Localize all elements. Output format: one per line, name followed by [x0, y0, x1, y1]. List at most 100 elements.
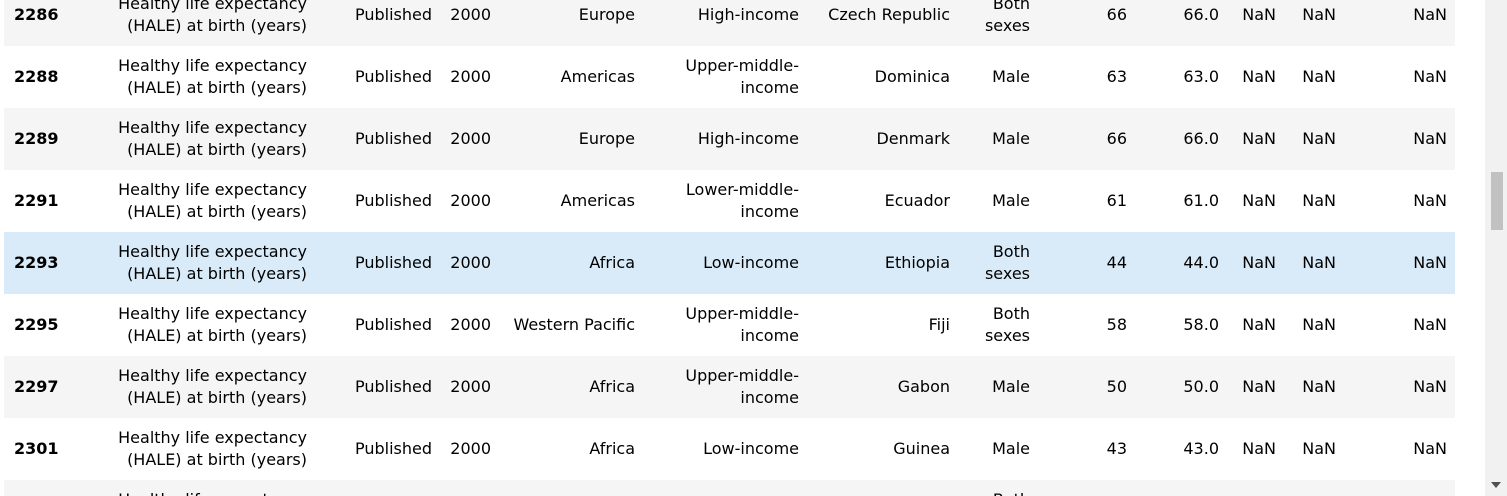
row-index: 2289: [14, 129, 59, 148]
cell-publish-state: Published: [354, 315, 432, 334]
cell-country: Denmark: [876, 129, 950, 148]
cell-country: [807, 480, 958, 496]
cell-comments: NaN: [1413, 377, 1447, 396]
cell-indicator: Healthy life expectancy (HALE) at birth …: [118, 56, 307, 97]
cell-indicator: Healthy life expectancy (HALE) at birth …: [118, 180, 307, 221]
cell-comments: NaN: [1413, 67, 1447, 86]
cell-high: NaN: [1302, 315, 1336, 334]
table-row[interactable]: Healthy life expectancy (HALE) at birth …: [4, 480, 1455, 496]
dataframe-container: 2286 Healthy life expectancy (HALE) at bi…: [4, 0, 1455, 496]
cell-numeric: 61.0: [1183, 191, 1219, 210]
cell-indicator: Healthy life expectancy (HALE) at birth …: [118, 118, 307, 159]
cell-sex: Both sexes: [984, 0, 1030, 35]
cell-comments: NaN: [1413, 315, 1447, 334]
cell-high: NaN: [1302, 67, 1336, 86]
cell-high: [1284, 480, 1344, 496]
cell-low: NaN: [1242, 377, 1276, 396]
cell-year: [440, 480, 499, 496]
vertical-scrollbar[interactable]: [1485, 0, 1507, 496]
cell-country: Dominica: [874, 67, 950, 86]
cell-high: NaN: [1302, 253, 1336, 272]
cell-indicator: Healthy life expectancy (HALE) at birth …: [118, 242, 307, 283]
cell-publish-state: [315, 480, 440, 496]
cell-value: 61: [1106, 191, 1127, 210]
cell-country: Gabon: [897, 377, 950, 396]
table-row[interactable]: 2301 Healthy life expectancy (HALE) at bi…: [4, 418, 1455, 480]
row-index: [4, 480, 105, 496]
cell-indicator: Healthy life expectancy (HALE) at birth …: [118, 0, 307, 35]
cell-comments: NaN: [1413, 253, 1447, 272]
cell-publish-state: Published: [354, 377, 432, 396]
cell-numeric: 66.0: [1183, 129, 1219, 148]
cell-sex: Male: [992, 439, 1030, 458]
cell-comments: NaN: [1413, 191, 1447, 210]
cell-publish-state: Published: [354, 191, 432, 210]
cell-low: NaN: [1242, 253, 1276, 272]
cell-region: Africa: [589, 439, 635, 458]
cell-publish-state: Published: [354, 439, 432, 458]
cell-publish-state: Published: [354, 5, 432, 24]
table-row[interactable]: 2289 Healthy life expectancy (HALE) at bi…: [4, 108, 1455, 170]
cell-value: 66: [1106, 5, 1127, 24]
cell-income-group: Upper-middle-income: [685, 366, 799, 407]
cell-income-group: High-income: [697, 129, 799, 148]
cell-country: Fiji: [928, 315, 950, 334]
cell-year: 2000: [450, 253, 491, 272]
cell-numeric: 43.0: [1183, 439, 1219, 458]
cell-country: Ethiopia: [884, 253, 950, 272]
row-index: 2301: [14, 439, 59, 458]
dataframe-table: 2286 Healthy life expectancy (HALE) at bi…: [4, 0, 1455, 496]
cell-income-group: Upper-middle-income: [685, 56, 799, 97]
scrollbar-thumb[interactable]: [1491, 172, 1503, 230]
cell-high: NaN: [1302, 129, 1336, 148]
cell-low: NaN: [1242, 191, 1276, 210]
cell-low: NaN: [1242, 5, 1276, 24]
table-body: 2286 Healthy life expectancy (HALE) at bi…: [4, 0, 1455, 496]
cell-sex: Both sexes: [984, 242, 1030, 283]
cell-year: 2000: [450, 67, 491, 86]
cell-publish-state: Published: [354, 129, 432, 148]
cell-comments: NaN: [1413, 129, 1447, 148]
cell-income-group: High-income: [697, 5, 799, 24]
cell-region: Africa: [589, 377, 635, 396]
cell-region: [499, 480, 643, 496]
cell-numeric: 44.0: [1183, 253, 1219, 272]
cell-low: NaN: [1242, 67, 1276, 86]
table-row[interactable]: 2295 Healthy life expectancy (HALE) at bi…: [4, 294, 1455, 356]
cell-year: 2000: [450, 129, 491, 148]
cell-value: 66: [1106, 129, 1127, 148]
cell-high: NaN: [1302, 377, 1336, 396]
cell-high: NaN: [1302, 5, 1336, 24]
table-row[interactable]: 2293 Healthy life expectancy (HALE) at bi…: [4, 232, 1455, 294]
cell-region: Europe: [578, 5, 635, 24]
scroll-down-arrow-icon[interactable]: [1491, 482, 1501, 488]
row-index: 2297: [14, 377, 59, 396]
cell-country: Ecuador: [884, 191, 950, 210]
cell-low: NaN: [1242, 129, 1276, 148]
cell-numeric: 50.0: [1183, 377, 1219, 396]
table-row[interactable]: 2291 Healthy life expectancy (HALE) at bi…: [4, 170, 1455, 232]
cell-value: 58: [1106, 315, 1127, 334]
cell-value: 50: [1106, 377, 1127, 396]
cell-year: 2000: [450, 5, 491, 24]
cell-low: NaN: [1242, 439, 1276, 458]
cell-income-group: Low-income: [703, 439, 799, 458]
row-index: 2291: [14, 191, 59, 210]
cell-year: 2000: [450, 377, 491, 396]
cell-publish-state: Published: [354, 67, 432, 86]
cell-sex: Both sexes: [958, 480, 1038, 496]
table-row[interactable]: 2286 Healthy life expectancy (HALE) at bi…: [4, 0, 1455, 46]
cell-sex: Male: [992, 191, 1030, 210]
cell-high: NaN: [1302, 191, 1336, 210]
cell-value: [1038, 480, 1135, 496]
cell-low: [1227, 480, 1284, 496]
cell-publish-state: Published: [354, 253, 432, 272]
table-row[interactable]: 2288 Healthy life expectancy (HALE) at bi…: [4, 46, 1455, 108]
cell-comments: NaN: [1413, 5, 1447, 24]
cell-country: Czech Republic: [828, 5, 950, 24]
cell-year: 2000: [450, 315, 491, 334]
cell-sex: Both sexes: [984, 304, 1030, 345]
cell-indicator: Healthy life expectancy (HALE) at birth …: [118, 304, 307, 345]
table-row[interactable]: 2297 Healthy life expectancy (HALE) at bi…: [4, 356, 1455, 418]
